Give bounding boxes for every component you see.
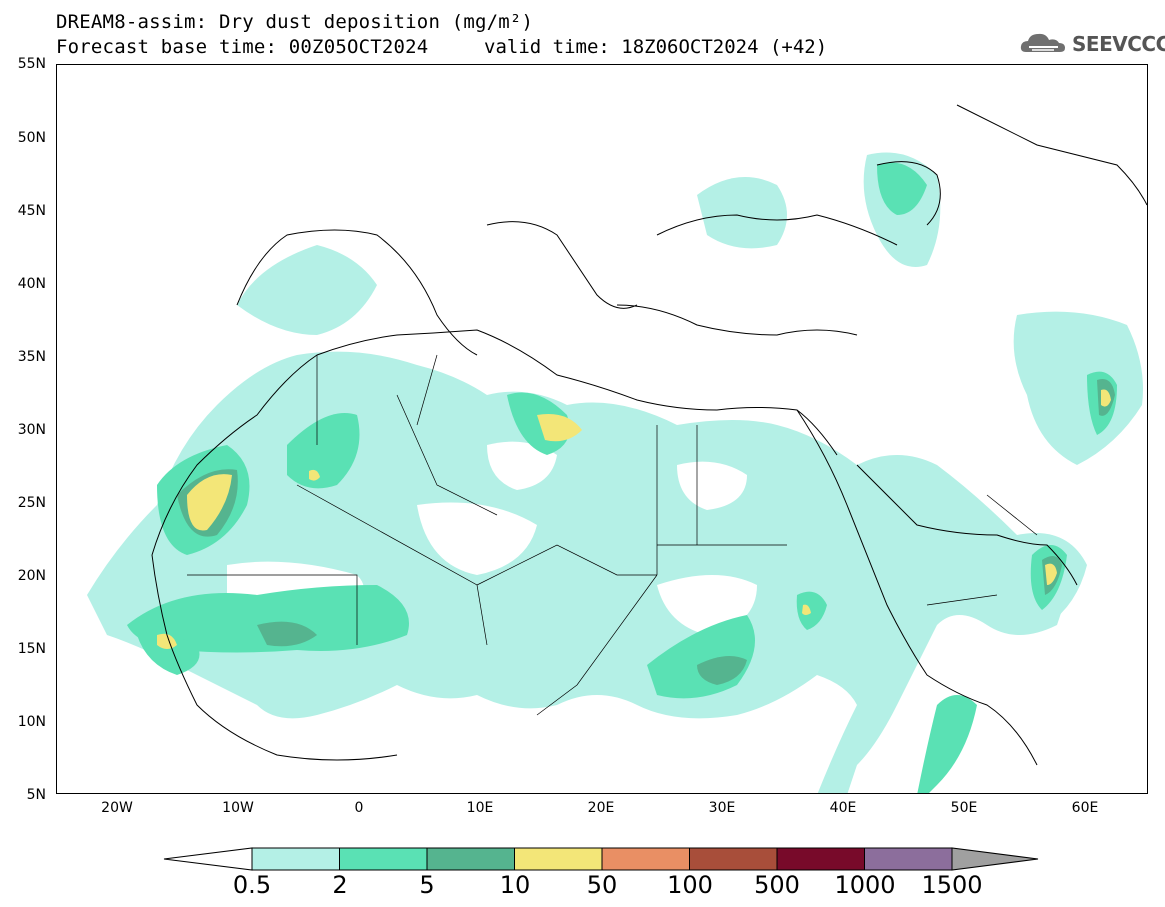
lat-label: 20N — [17, 568, 46, 584]
seevccc-logo: SEEVCCC — [1018, 28, 1165, 58]
lat-label: 35N — [17, 349, 46, 365]
legend-label: 50 — [586, 871, 618, 899]
country-borders — [187, 354, 1038, 716]
legend-label: 1500 — [921, 871, 983, 899]
legend-arrow-low — [163, 847, 253, 871]
lon-label: 60E — [1071, 800, 1099, 816]
legend-swatch — [514, 847, 603, 871]
lat-label: 10N — [17, 714, 46, 730]
legend-colorbar — [163, 847, 1039, 871]
map-area — [56, 64, 1148, 794]
deposition-layer-10 — [157, 389, 1111, 649]
legend-swatch — [426, 847, 515, 871]
lon-label: 20W — [101, 800, 133, 816]
legend-arrow-high — [951, 847, 1039, 871]
map-title: DREAM8-assim: Dry dust deposition (mg/m²… — [56, 11, 534, 33]
legend-swatch — [251, 847, 340, 871]
legend-swatch — [864, 847, 953, 871]
lat-label: 30N — [17, 422, 46, 438]
forecast-base-time: Forecast base time: 00Z05OCT2024 — [56, 36, 429, 58]
legend-label: 100 — [667, 871, 713, 899]
legend-label: 1000 — [834, 871, 896, 899]
lon-label: 30E — [708, 800, 736, 816]
lon-label: 50E — [950, 800, 978, 816]
dust-deposition-map — [87, 104, 1147, 793]
lon-label: 10W — [222, 800, 254, 816]
lat-label: 40N — [17, 276, 46, 292]
valid-time: valid time: 18Z06OCT2024 (+42) — [484, 36, 828, 58]
lon-label: 20E — [587, 800, 615, 816]
legend-label: 500 — [754, 871, 800, 899]
lon-label: 40E — [829, 800, 857, 816]
lon-label: 0 — [354, 800, 364, 816]
legend-swatch — [776, 847, 865, 871]
legend-swatch — [601, 847, 690, 871]
lat-label: 15N — [17, 641, 46, 657]
legend-swatch — [339, 847, 428, 871]
logo-text: SEEVCCC — [1072, 32, 1165, 56]
lat-label: 5N — [26, 787, 46, 803]
legend-label: 10 — [499, 871, 531, 899]
legend-label: 2 — [332, 871, 348, 899]
lat-label: 55N — [17, 56, 46, 72]
lon-label: 10E — [466, 800, 494, 816]
cloud-logo-icon — [1020, 33, 1065, 52]
coastlines — [151, 104, 1147, 766]
lat-label: 50N — [17, 130, 46, 146]
lat-label: 25N — [17, 495, 46, 511]
legend-label: 0.5 — [232, 871, 272, 899]
legend-label: 5 — [419, 871, 435, 899]
lat-label: 45N — [17, 203, 46, 219]
legend-swatch — [689, 847, 778, 871]
